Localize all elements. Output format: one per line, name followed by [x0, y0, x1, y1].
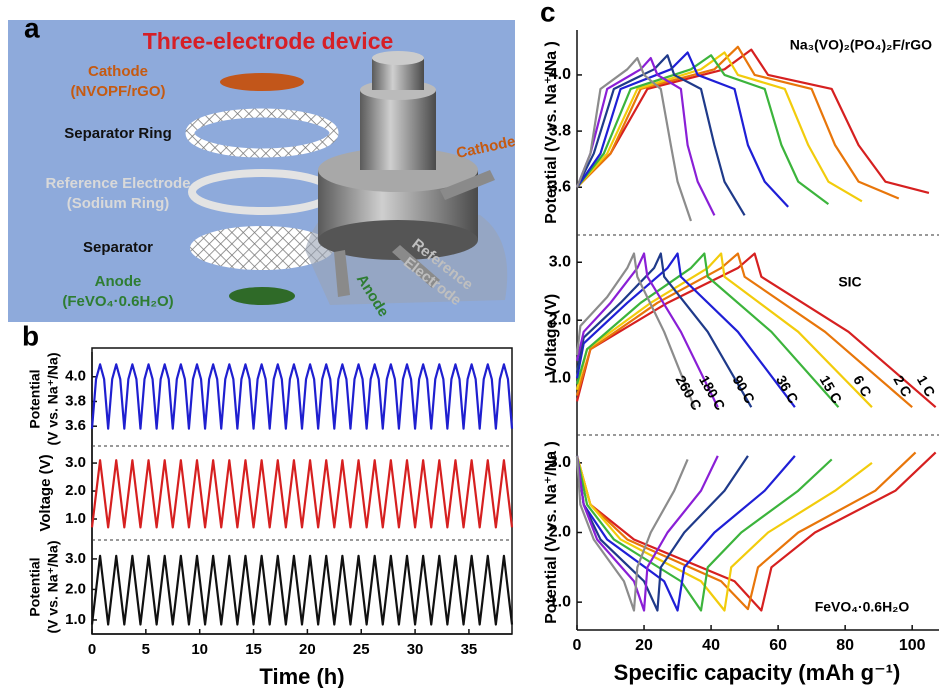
series-line	[577, 58, 714, 215]
y-tick-label: 2.0	[65, 482, 86, 499]
separator-label: Separator	[83, 239, 153, 256]
x-tick-label: 60	[769, 637, 787, 654]
series-line	[92, 364, 512, 428]
x-tick-label: 40	[702, 637, 720, 654]
reference-label: (Sodium Ring)	[67, 195, 169, 212]
y-axis-title: Voltage (V)	[37, 454, 54, 531]
y-axis-title: Potential (V vs. Na⁺/Na )	[543, 441, 560, 624]
rate-label: 90 C	[729, 373, 758, 407]
y-axis-title: (V vs. Na⁺/Na)	[45, 541, 61, 634]
x-axis-title: Specific capacity (mAh g⁻¹)	[614, 660, 901, 685]
cathode-label: (NVOPF/rGO)	[70, 83, 165, 100]
x-axis-title: Time (h)	[259, 664, 344, 688]
y-axis-title: Voltage (V)	[543, 294, 560, 376]
cathode-label: Cathode	[88, 63, 148, 80]
x-tick-label: 35	[461, 641, 478, 658]
separator-ring-label: Separator Ring	[64, 125, 172, 142]
x-tick-label: 0	[88, 641, 96, 658]
y-tick-label: 2.0	[65, 580, 86, 597]
series-line	[577, 452, 916, 609]
x-tick-label: 30	[407, 641, 424, 658]
y-axis-title: Potential	[27, 557, 43, 616]
x-tick-label: 80	[836, 637, 854, 654]
x-tick-label: 15	[245, 641, 262, 658]
x-tick-label: 10	[191, 641, 208, 658]
y-axis-title: Potential	[27, 369, 43, 428]
panel-letter: a	[24, 12, 40, 43]
x-tick-label: 20	[299, 641, 316, 658]
y-tick-label: 3.6	[65, 417, 86, 434]
annotation: Na₃(VO)₂(PO₄)₂F/rGO	[790, 37, 932, 53]
rate-label: 2 C	[890, 373, 915, 400]
rate-label: 1 C	[914, 373, 939, 400]
y-axis-title: Potential (V vs. Na⁺/Na )	[543, 41, 560, 224]
x-tick-label: 100	[899, 637, 926, 654]
x-tick-label: 20	[635, 637, 653, 654]
y-tick-label: 3.0	[65, 550, 86, 567]
y-tick-label: 3.0	[65, 454, 86, 471]
figure: a Three-electrode device Cathode (NVOPF/…	[0, 0, 940, 688]
anode-disc	[229, 287, 295, 305]
y-tick-label: 1.0	[65, 510, 86, 527]
rate-label: 36 C	[773, 373, 802, 407]
y-tick-label: 4.0	[65, 368, 86, 385]
page: {"panel_labels": ["a", "b", "c"], "panel…	[0, 0, 940, 688]
series-line	[92, 460, 512, 527]
annotation: FeVO₄·0.6H₂O	[815, 599, 910, 615]
y-tick-label: 3.8	[65, 392, 86, 409]
reference-label: Reference Electrode	[45, 175, 190, 192]
x-tick-label: 25	[353, 641, 370, 658]
y-axis-title: (V vs. Na⁺/Na)	[45, 353, 61, 446]
anode-label: Anode	[95, 273, 142, 290]
panel-letter: b	[22, 320, 39, 351]
rate-label: 6 C	[850, 373, 875, 400]
cathode-disc	[220, 73, 304, 91]
x-tick-label: 0	[573, 637, 582, 654]
series-line	[92, 556, 512, 625]
panel-a-title: Three-electrode device	[143, 28, 394, 54]
annotation: SIC	[838, 274, 861, 290]
x-tick-label: 5	[142, 641, 150, 658]
rate-label: 15 C	[817, 373, 846, 407]
panel-b-frame	[92, 348, 512, 634]
panel-letter: c	[540, 0, 556, 27]
anode-label: (FeVO₄·0.6H₂O)	[62, 293, 173, 310]
y-tick-label: 3.0	[549, 253, 571, 270]
y-tick-label: 1.0	[65, 611, 86, 628]
series-line	[577, 452, 936, 610]
